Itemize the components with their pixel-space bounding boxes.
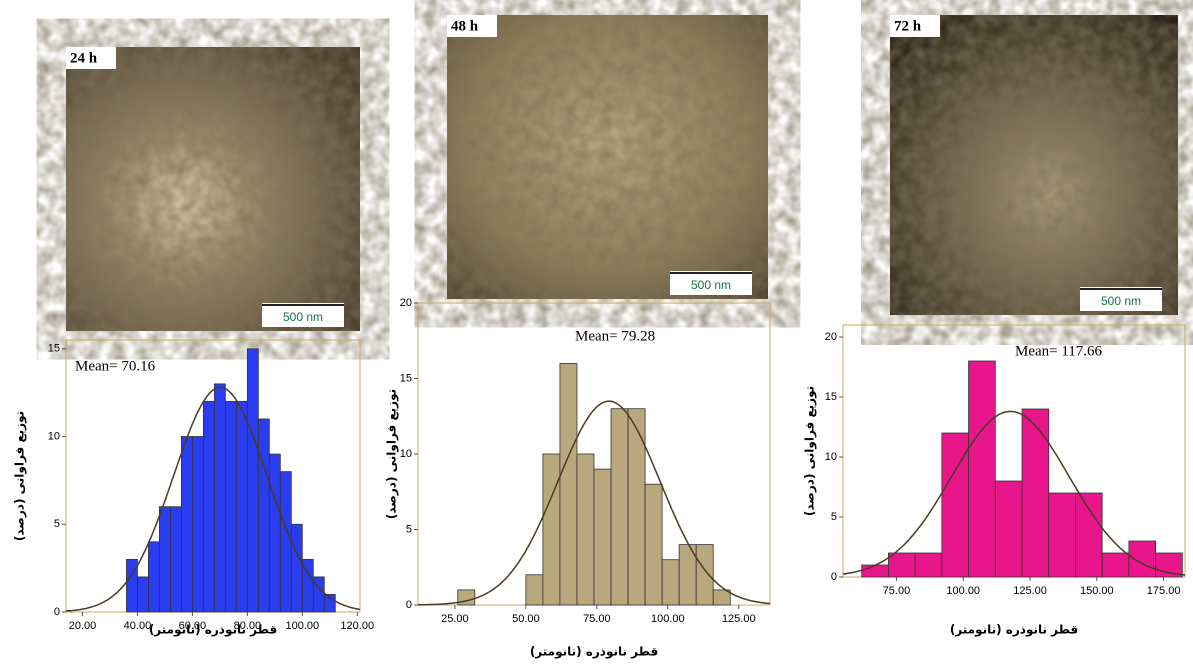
x-tick-label: 100.00: [651, 613, 685, 625]
y-tick-label: 0: [831, 571, 837, 583]
y-axis-title: توزیع فراوانی (درصد): [13, 411, 28, 541]
image-label: 72 h: [894, 18, 922, 34]
x-tick-label: 40.00: [124, 620, 152, 632]
x-axis-title: قطر نانوذره (نانومتر): [530, 645, 658, 660]
bar: [695, 544, 714, 606]
bar: [235, 401, 248, 613]
bar: [576, 453, 595, 606]
fit-curve: [418, 400, 771, 606]
bar: [559, 362, 578, 606]
bar: [137, 576, 149, 613]
scale-bar-box: [1080, 287, 1162, 311]
sem-texture: [447, 15, 768, 299]
scale-bar-label: 500 nm: [1101, 294, 1141, 308]
x-tick-label: 150.00: [1080, 585, 1114, 597]
bar: [644, 483, 663, 606]
bar: [1021, 408, 1050, 578]
x-tick-label: 20.00: [69, 620, 97, 632]
bar: [941, 432, 969, 578]
bar: [1075, 492, 1103, 578]
bar: [279, 471, 292, 613]
x-tick-label: 100.00: [285, 620, 319, 632]
bar: [1128, 540, 1157, 578]
y-tick-label: 20: [400, 297, 412, 309]
y-axis-title: توزیع فراوانی (درصد): [385, 389, 400, 519]
bar: [888, 552, 916, 578]
bar: [712, 589, 731, 606]
bar: [181, 436, 193, 613]
bar: [148, 541, 160, 613]
y-tick-label: 10: [48, 430, 60, 442]
image-label: 48 h: [451, 18, 479, 34]
scale-bar-label: 500 nm: [691, 278, 731, 292]
bar: [542, 453, 561, 606]
bar: [159, 506, 171, 613]
x-tick-label: 25.00: [441, 613, 469, 625]
y-tick-label: 15: [48, 343, 60, 355]
x-tick-label: 50.00: [512, 613, 540, 625]
sem-images: [66, 15, 1178, 331]
x-tick-label: 120.00: [340, 620, 374, 632]
x-tick-label: 125.00: [1013, 585, 1047, 597]
x-axis-title: قطر نانوذره (نانومتر): [950, 623, 1078, 638]
y-tick-label: 0: [406, 599, 412, 611]
y-tick-label: 5: [406, 523, 412, 535]
bar: [661, 559, 680, 606]
y-tick-label: 15: [825, 391, 837, 403]
mean-annotation: Mean= 117.66: [1015, 343, 1103, 359]
bar: [290, 523, 303, 613]
y-tick-label: 5: [54, 518, 60, 530]
bar: [968, 360, 996, 578]
y-tick-label: 10: [825, 451, 837, 463]
scale-bar-label: 500 nm: [283, 310, 323, 324]
bar: [257, 418, 270, 613]
x-tick-label: 100.00: [946, 585, 980, 597]
image-label-box: [890, 15, 940, 37]
bar: [323, 594, 336, 613]
x-tick-label: 60.00: [179, 620, 207, 632]
y-tick-label: 10: [400, 448, 412, 460]
scale-bar-box: [670, 271, 752, 295]
mean-annotation: Mean= 79.28: [575, 328, 655, 344]
mean-annotation: Mean= 70.16: [75, 358, 156, 374]
bar: [224, 401, 237, 613]
fit-curve: [842, 410, 1186, 576]
bar: [246, 348, 259, 613]
bar: [593, 468, 612, 606]
bar: [191, 436, 204, 613]
x-tick-label: 75.00: [883, 585, 911, 597]
x-tick-label: 75.00: [583, 613, 611, 625]
x-tick-label: 175.00: [1147, 585, 1181, 597]
bar: [202, 401, 215, 613]
image-label: 24 h: [70, 50, 98, 66]
x-tick-label: 125.00: [722, 613, 756, 625]
y-tick-label: 5: [831, 511, 837, 523]
bar: [1101, 552, 1130, 578]
x-axis-title: قطر نانوذره (نانومتر): [149, 623, 277, 638]
fit-curve: [65, 386, 361, 612]
sem-texture: [890, 15, 1178, 315]
bar: [525, 574, 544, 606]
y-tick-label: 0: [54, 606, 60, 618]
bar: [1048, 492, 1076, 578]
image-label-box: [447, 15, 497, 37]
bar: [861, 564, 889, 578]
y-tick-label: 15: [400, 372, 412, 384]
bar: [268, 453, 281, 613]
bar: [627, 408, 646, 606]
x-tick-label: 80.00: [234, 620, 262, 632]
sem-texture: [66, 47, 360, 331]
bar: [994, 480, 1023, 578]
y-tick-label: 20: [825, 331, 837, 343]
bar: [914, 552, 943, 578]
bar: [610, 408, 629, 606]
image-label-box: [66, 47, 116, 69]
y-axis-title: توزیع فراوانی (درصد): [803, 386, 818, 516]
bar: [213, 383, 226, 613]
bar: [170, 506, 182, 613]
scale-bar-box: [262, 303, 344, 327]
